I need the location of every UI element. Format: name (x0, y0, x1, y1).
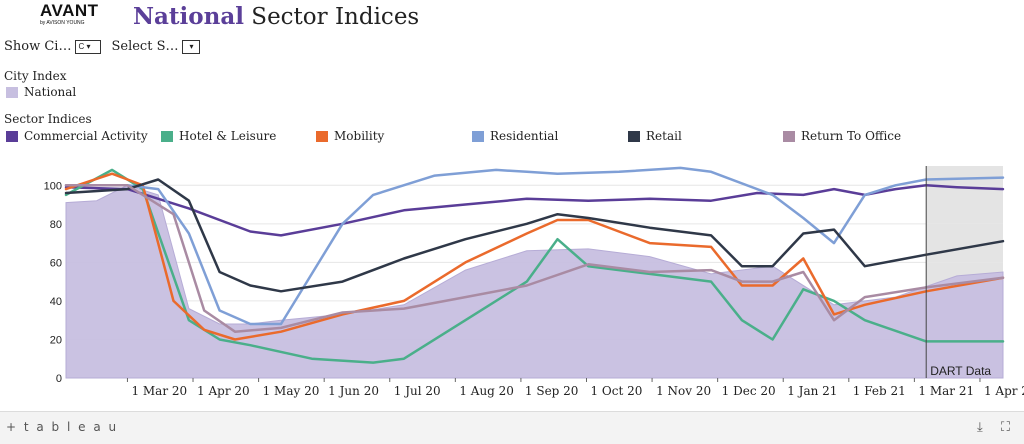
series-line-return-to-office (64, 184, 1005, 333)
legend-item-return-to-office[interactable]: Return To Office (783, 129, 901, 143)
legend-label: National (24, 85, 77, 99)
logo-word: AVANT (40, 1, 99, 20)
x-tick-label: 1 Mar 21 (918, 384, 974, 398)
y-tick-label: 80 (50, 219, 62, 231)
x-tick-label: 1 Dec 20 (722, 384, 776, 398)
x-tick-label: 1 Sep 20 (525, 384, 579, 398)
legend-label: Mobility (334, 129, 385, 143)
legend-item-retail[interactable]: Retail (628, 129, 682, 143)
legend-swatch (783, 130, 795, 142)
legend-item-national[interactable]: National (6, 85, 76, 99)
city-index-heading: City Index (4, 69, 67, 83)
legend-swatch (628, 130, 640, 142)
chevron-down-icon: ▾ (189, 41, 194, 51)
x-tick-label: 1 Nov 20 (656, 384, 711, 398)
x-axis: 1 Mar 20 1 Apr 20 1 May 20 1 Jun 20 1 Jul 20… (126, 378, 1024, 398)
legend-item-commercial-activity[interactable]: Commercial Activity (6, 129, 148, 143)
x-tick-label: 1 Aug 20 (459, 384, 514, 398)
x-tick-label: 1 May 20 (263, 384, 320, 398)
sector-indices-heading: Sector Indices (4, 112, 92, 126)
tableau-logo: + t a b l e a u (6, 420, 119, 434)
x-tick-label: 1 Apr 20 (197, 384, 250, 398)
legend-label: Residential (490, 129, 559, 143)
logo-subtitle: by AVISON YOUNG (40, 20, 85, 26)
show-city-label: Show Ci… (4, 39, 72, 54)
legend-swatch (161, 130, 173, 142)
y-axis: 0 20 40 60 80 100 (44, 180, 62, 385)
select-sector-dropdown[interactable]: ▾ (182, 39, 201, 54)
y-tick-label: 20 (50, 334, 62, 346)
page-title-rest: Sector Indices (244, 4, 420, 30)
legend-label: Return To Office (801, 129, 902, 143)
series-line-commercial-activity (64, 184, 1005, 237)
show-city-value: C (78, 41, 85, 51)
x-tick-label: 1 Oct 20 (590, 384, 642, 398)
series-line-residential (64, 166, 1005, 326)
chevron-down-icon: ▾ (86, 41, 91, 51)
series-line-mobility (64, 172, 1005, 341)
legend-label: Hotel & Leisure (179, 129, 277, 143)
page-title: National Sector Indices (133, 2, 419, 32)
legend-swatch (6, 130, 18, 142)
x-tick-label: 1 Mar 20 (131, 384, 187, 398)
fullscreen-icon[interactable]: ⛶ (1000, 420, 1010, 435)
legend-label: Commercial Activity (24, 129, 148, 143)
legend-swatch (6, 86, 18, 98)
page-title-highlight: National (133, 3, 244, 30)
avant-logo: AVANT by AVISON YOUNG (40, 1, 99, 27)
legend-item-hotel-leisure[interactable]: Hotel & Leisure (161, 129, 276, 143)
y-tick-label: 60 (50, 257, 62, 269)
filter-bar: Show Ci… C ▾ Select S… ▾ (4, 39, 201, 54)
download-icon[interactable]: ⤓ (977, 420, 983, 435)
series-line-retail (64, 178, 1005, 293)
series-lines (64, 166, 1005, 364)
legend-swatch (316, 130, 328, 142)
show-city-dropdown[interactable]: C ▾ (75, 39, 102, 54)
x-tick-label: 1 Feb 21 (853, 384, 906, 398)
legend-item-mobility[interactable]: Mobility (316, 129, 384, 143)
x-tick-label: 1 Jan 21 (787, 384, 837, 398)
x-tick-label: 1 Jun 20 (328, 384, 379, 398)
legend-item-residential[interactable]: Residential (472, 129, 558, 143)
y-tick-label: 100 (44, 180, 62, 192)
legend-swatch (472, 130, 484, 142)
x-tick-label: 1 Apr 21 (984, 384, 1024, 398)
legend-label: Retail (646, 129, 682, 143)
select-sector-label: Select S… (111, 39, 179, 54)
dart-data-label: DART Data (930, 364, 991, 378)
y-tick-label: 0 (56, 373, 62, 385)
y-tick-label: 40 (50, 296, 62, 308)
tableau-toolbar: + t a b l e a u ⤓ ⛶ (0, 411, 1024, 444)
x-tick-label: 1 Jul 20 (394, 384, 441, 398)
